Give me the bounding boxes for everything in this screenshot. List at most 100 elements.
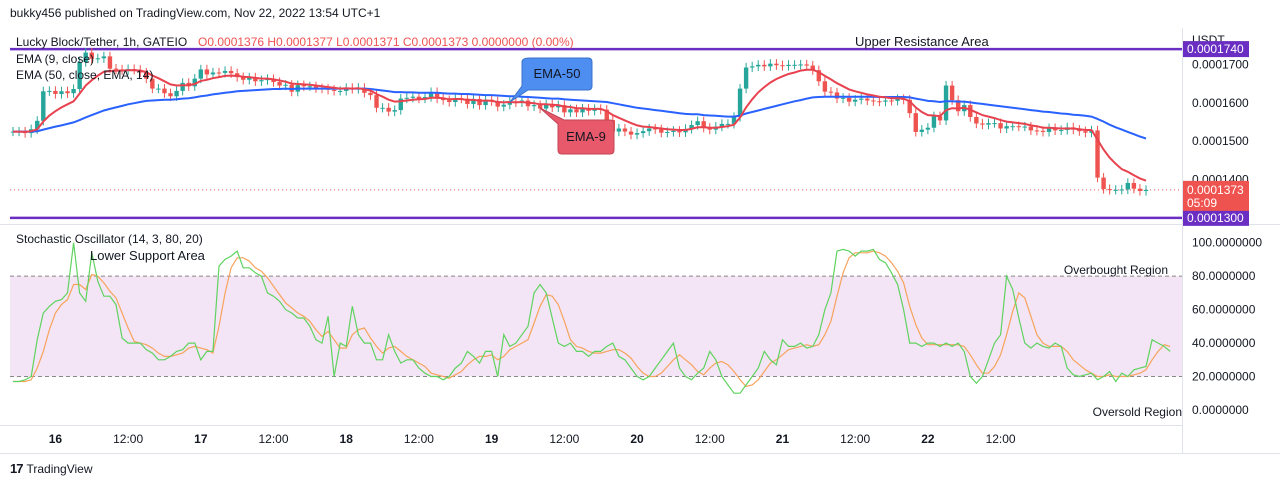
candle-body[interactable] (665, 131, 670, 133)
candle-body[interactable] (283, 84, 288, 86)
candle-body[interactable] (495, 101, 500, 107)
candle-body[interactable] (913, 113, 918, 132)
candle-body[interactable] (65, 91, 70, 94)
candle-body[interactable] (156, 88, 161, 90)
candle-body[interactable] (113, 68, 119, 70)
candle-body[interactable] (646, 128, 652, 132)
candle-body[interactable] (1137, 188, 1143, 192)
candle-body[interactable] (925, 127, 931, 130)
candle-body[interactable] (968, 105, 973, 117)
candle-body[interactable] (398, 98, 403, 111)
candle-body[interactable] (259, 80, 264, 82)
candle-body[interactable] (955, 100, 961, 112)
candle-body[interactable] (834, 92, 840, 99)
candle-body[interactable] (301, 85, 307, 87)
candle-body[interactable] (774, 63, 779, 66)
candle-body[interactable] (731, 116, 737, 124)
candle-body[interactable] (198, 69, 204, 79)
candle-body[interactable] (980, 123, 985, 125)
candle-body[interactable] (150, 78, 155, 89)
candle-body[interactable] (410, 96, 416, 98)
ema9-callout-box[interactable] (539, 107, 615, 155)
candle-body[interactable] (1113, 189, 1118, 191)
candle-body[interactable] (404, 97, 410, 99)
candle-body[interactable] (628, 131, 634, 135)
candle-body[interactable] (89, 52, 94, 59)
candle-body[interactable] (271, 79, 276, 83)
candle-body[interactable] (1034, 130, 1040, 132)
candle-body[interactable] (804, 64, 809, 66)
ema50-callout-box[interactable] (509, 57, 593, 103)
candle-body[interactable] (653, 128, 658, 130)
candle-body[interactable] (168, 93, 173, 97)
candle-body[interactable] (144, 72, 149, 79)
candle-body[interactable] (228, 70, 234, 74)
candle-body[interactable] (1125, 182, 1131, 190)
candle-body[interactable] (204, 69, 210, 75)
candle-body[interactable] (471, 98, 476, 104)
candle-body[interactable] (77, 62, 82, 89)
candle-body[interactable] (792, 64, 797, 66)
candle-body[interactable] (277, 82, 282, 86)
candle-body[interactable] (337, 90, 343, 92)
candle-body[interactable] (453, 98, 458, 103)
candle-body[interactable] (816, 70, 822, 82)
candle-body[interactable] (634, 133, 640, 135)
candle-body[interactable] (483, 99, 488, 106)
candle-body[interactable] (883, 100, 888, 102)
candle-body[interactable] (253, 77, 258, 82)
candle-body[interactable] (47, 90, 52, 92)
candle-body[interactable] (222, 70, 228, 73)
candle-body[interactable] (810, 65, 815, 71)
candle-body[interactable] (210, 72, 216, 75)
candle-body[interactable] (580, 108, 585, 113)
candle-body[interactable] (725, 123, 731, 125)
candle-body[interactable] (71, 88, 76, 94)
candle-body[interactable] (737, 88, 743, 117)
candle-body[interactable] (822, 81, 828, 92)
candle-body[interactable] (974, 116, 979, 124)
candle-body[interactable] (35, 120, 40, 130)
candle-body[interactable] (307, 86, 313, 88)
candle-body[interactable] (931, 116, 937, 128)
candle-body[interactable] (95, 58, 101, 60)
candle-body[interactable] (895, 98, 900, 101)
candle-body[interactable] (374, 95, 379, 108)
candle-body[interactable] (871, 100, 876, 102)
candle-body[interactable] (659, 129, 664, 133)
candle-body[interactable] (59, 91, 64, 94)
candle-body[interactable] (846, 97, 852, 102)
candle-body[interactable] (1077, 129, 1082, 132)
candle-body[interactable] (392, 110, 397, 112)
candle-body[interactable] (992, 123, 997, 125)
candle-body[interactable] (574, 109, 579, 113)
candle-body[interactable] (41, 91, 46, 121)
candle-body[interactable] (919, 129, 925, 132)
candle-body[interactable] (53, 90, 58, 94)
candle-body[interactable] (543, 104, 549, 109)
candle-body[interactable] (1022, 126, 1028, 128)
candle-body[interactable] (749, 66, 755, 68)
candle-body[interactable] (949, 85, 955, 101)
candle-body[interactable] (622, 128, 628, 132)
candle-body[interactable] (428, 92, 434, 98)
candle-body[interactable] (877, 101, 882, 103)
candle-body[interactable] (852, 99, 858, 102)
tradingview-footer[interactable]: 17 TradingView (10, 461, 93, 476)
candle-body[interactable] (780, 65, 785, 67)
candle-body[interactable] (465, 98, 470, 104)
candle-body[interactable] (1095, 130, 1100, 178)
candle-body[interactable] (768, 63, 773, 67)
candle-body[interactable] (1052, 128, 1058, 131)
candle-body[interactable] (416, 96, 422, 99)
candle-body[interactable] (101, 56, 107, 59)
price-pane[interactable]: Upper Resistance Area EMA-50 EMA-9 Lucky Bl… (10, 34, 1182, 220)
candle-body[interactable] (1101, 177, 1106, 190)
candle-body[interactable] (477, 98, 482, 106)
candle-body[interactable] (1010, 126, 1015, 128)
candle-body[interactable] (368, 92, 373, 96)
candle-body[interactable] (1016, 126, 1021, 128)
candle-body[interactable] (859, 98, 864, 100)
candle-body[interactable] (537, 105, 543, 109)
